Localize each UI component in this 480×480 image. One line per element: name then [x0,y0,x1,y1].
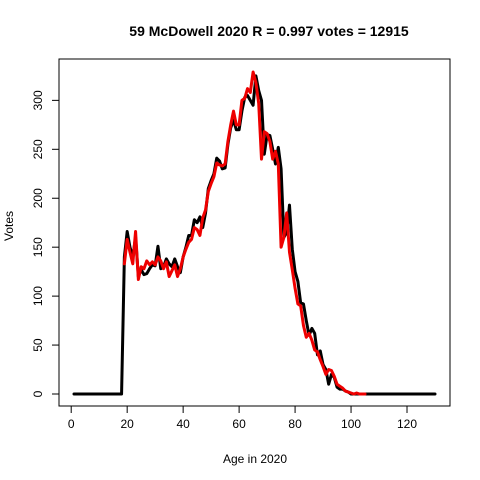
x-axis-label: Age in 2020 [223,452,287,466]
series-layer [72,70,437,396]
y-tick-label: 200 [31,188,45,208]
y-tick-label: 300 [31,90,45,110]
plot-frame [58,58,451,407]
x-tick-label: 80 [288,417,302,431]
x-axis: 0 20 40 60 80 100 120 [68,405,417,431]
x-tick-label: 20 [120,417,134,431]
y-axis-label: Votes [2,211,16,241]
y-tick-label: 50 [31,338,45,352]
series-line-1 [72,74,437,396]
y-tick-label: 0 [31,390,45,397]
x-tick-label: 100 [341,417,361,431]
x-tick-label: 40 [176,417,190,431]
y-tick-label: 100 [31,286,45,306]
x-tick-label: 0 [68,417,75,431]
chart-title: 59 McDowell 2020 R = 0.997 votes = 12915 [129,23,409,39]
y-tick-label: 150 [31,237,45,257]
series-line-2 [122,70,367,396]
x-tick-label: 60 [232,417,246,431]
x-tick-label: 120 [397,417,417,431]
y-axis: 0 50 100 150 200 250 300 [31,90,60,397]
y-tick-label: 250 [31,139,45,159]
